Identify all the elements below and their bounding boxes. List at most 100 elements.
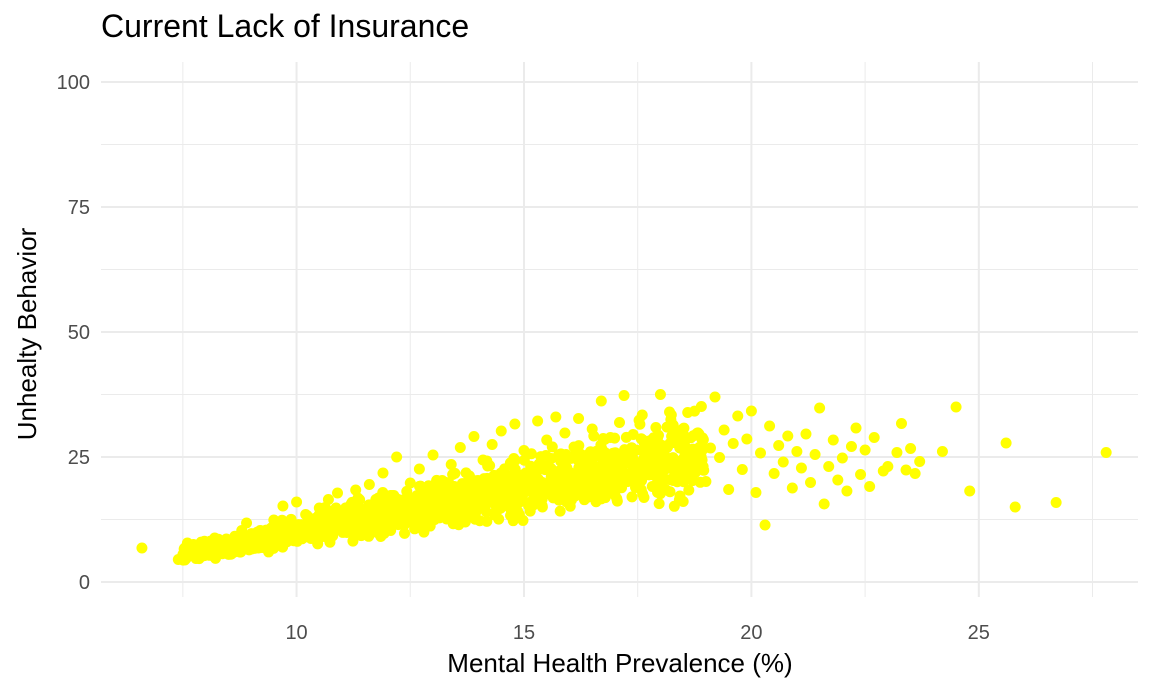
- data-point: [558, 483, 570, 495]
- data-point: [668, 471, 680, 483]
- data-point: [691, 428, 703, 439]
- data-point: [587, 470, 599, 482]
- data-point: [504, 457, 516, 469]
- x-axis-tick-labels: 10 15 20 25: [285, 622, 989, 644]
- data-point: [600, 469, 612, 481]
- data-point: [823, 461, 835, 472]
- data-point: [436, 475, 448, 486]
- data-point: [473, 485, 485, 496]
- data-point: [754, 447, 766, 459]
- data-point: [709, 391, 721, 403]
- data-point: [491, 473, 503, 484]
- data-point: [759, 519, 771, 531]
- data-point: [382, 507, 394, 519]
- data-point: [413, 463, 425, 475]
- data-point: [768, 468, 780, 479]
- chart-title: Current Lack of Insurance: [101, 8, 470, 44]
- data-point: [582, 486, 594, 497]
- data-point: [741, 433, 753, 445]
- data-point: [832, 474, 844, 486]
- data-point: [647, 454, 659, 466]
- data-point: [683, 484, 695, 496]
- data-point: [841, 485, 853, 497]
- data-point: [445, 459, 457, 470]
- data-point: [745, 405, 757, 417]
- data-point: [773, 440, 785, 451]
- data-point: [300, 509, 312, 520]
- data-point: [363, 479, 375, 490]
- data-point: [661, 441, 673, 453]
- data-point: [964, 485, 976, 497]
- data-point: [272, 532, 284, 543]
- data-point: [322, 494, 334, 505]
- data-point: [355, 530, 367, 542]
- data-point: [814, 402, 826, 414]
- data-point: [385, 525, 397, 537]
- data-point: [609, 489, 621, 501]
- data-point: [304, 527, 316, 539]
- data-point: [136, 542, 148, 554]
- data-point: [236, 538, 248, 549]
- data-point: [312, 538, 324, 550]
- data-point: [673, 436, 685, 447]
- minor-grid: [101, 62, 1138, 597]
- data-point: [536, 482, 548, 493]
- data-point: [690, 449, 702, 461]
- x-axis-title: Mental Health Prevalence (%): [447, 648, 792, 678]
- data-point: [573, 413, 585, 424]
- data-point: [577, 462, 589, 473]
- data-point: [704, 442, 716, 454]
- y-tick-label: 0: [79, 572, 90, 594]
- data-point: [309, 513, 321, 524]
- data-point: [386, 490, 398, 501]
- data-point: [341, 521, 353, 533]
- data-point: [764, 420, 776, 432]
- data-point: [626, 491, 638, 503]
- data-point: [568, 441, 580, 453]
- data-point: [595, 439, 607, 451]
- data-point: [827, 434, 839, 446]
- data-point: [1009, 501, 1021, 513]
- data-point: [518, 454, 530, 466]
- x-tick-label: 10: [285, 622, 307, 644]
- data-point: [507, 469, 519, 481]
- data-point: [486, 439, 498, 450]
- data-point: [191, 550, 203, 562]
- data-point: [809, 449, 821, 460]
- data-points: [136, 389, 1112, 566]
- data-point: [682, 407, 694, 418]
- data-point: [404, 477, 416, 489]
- data-point: [296, 533, 308, 545]
- data-point: [545, 453, 557, 464]
- data-point: [882, 461, 894, 472]
- x-tick-label: 20: [740, 622, 762, 644]
- data-point: [595, 395, 607, 407]
- data-point: [859, 444, 871, 456]
- data-point: [409, 494, 421, 506]
- data-point: [677, 496, 689, 507]
- data-point: [750, 487, 762, 498]
- data-point: [786, 482, 798, 494]
- data-point: [456, 478, 468, 490]
- data-point: [493, 513, 505, 525]
- data-point: [603, 458, 615, 470]
- data-point: [541, 434, 553, 446]
- data-point: [632, 459, 644, 471]
- data-point: [936, 446, 948, 457]
- data-point: [452, 512, 464, 524]
- data-point: [777, 456, 789, 468]
- data-point: [664, 462, 676, 474]
- data-point: [623, 456, 635, 467]
- data-point: [732, 410, 744, 422]
- data-point: [836, 452, 848, 464]
- data-point: [368, 518, 380, 530]
- data-point: [482, 497, 494, 509]
- data-point: [914, 456, 926, 467]
- data-point: [254, 525, 266, 536]
- data-point: [514, 496, 526, 508]
- data-point: [345, 498, 357, 510]
- data-point: [336, 510, 348, 521]
- data-point: [736, 464, 748, 475]
- data-point: [480, 506, 492, 518]
- data-point: [891, 447, 903, 458]
